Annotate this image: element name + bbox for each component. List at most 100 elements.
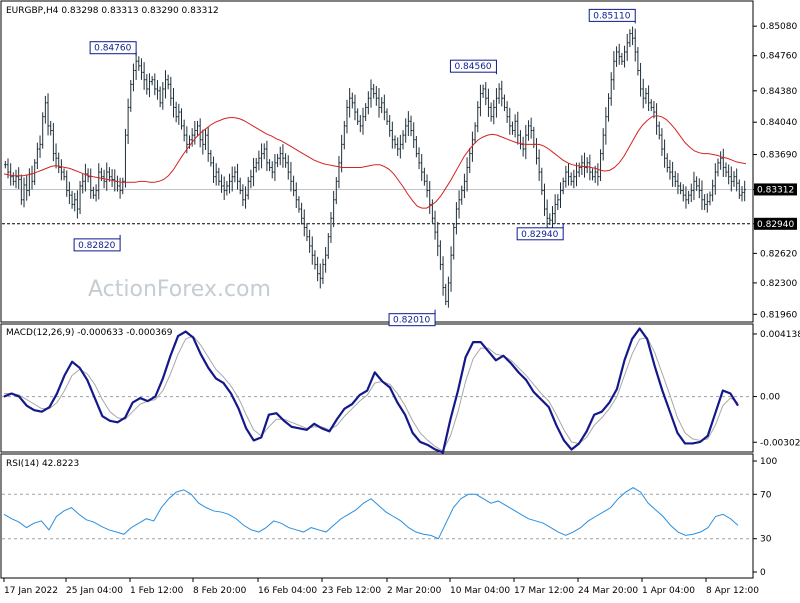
price-bar — [532, 126, 536, 149]
price-bar — [409, 115, 413, 137]
price-bar — [265, 140, 269, 172]
price-bar — [121, 177, 124, 195]
price-bar — [249, 169, 253, 189]
price-bar — [124, 128, 127, 188]
price-bar — [316, 256, 319, 282]
price-bar — [559, 182, 562, 209]
price-bar — [612, 51, 616, 90]
price-bar — [292, 175, 295, 197]
price-bar — [148, 73, 151, 98]
price-bar — [575, 162, 578, 187]
price-annotation-label: 0.82010 — [393, 316, 430, 326]
rsi-title: RSI(14) 42.8223 — [6, 459, 79, 469]
price-bar — [695, 176, 698, 191]
price-bar — [180, 108, 183, 130]
price-bar — [738, 179, 741, 199]
price-y-tick-label: 0.82300 — [760, 279, 797, 289]
price-bar — [375, 86, 378, 106]
price-bar — [231, 166, 234, 192]
price-bar — [319, 263, 322, 289]
price-bar — [529, 117, 533, 139]
price-y-tick-label: 0.81960 — [760, 310, 797, 320]
price-bar — [431, 199, 434, 224]
price-chart-title: EURGBP,H4 0.83298 0.83313 0.83290 0.8331… — [6, 6, 219, 16]
price-bar — [602, 128, 605, 161]
price-bar — [164, 70, 167, 99]
price-annotation: 0.85110 — [588, 8, 636, 24]
price-bar — [489, 102, 493, 122]
price-bar — [281, 144, 285, 168]
price-bar — [241, 184, 245, 207]
price-bar — [348, 88, 351, 118]
price-bar — [652, 101, 656, 119]
price-bar — [17, 167, 20, 189]
price-bar — [449, 246, 453, 292]
price-bar — [404, 118, 407, 143]
price-annotation: 0.84760 — [89, 41, 137, 56]
price-bar — [22, 177, 26, 208]
price-bar — [57, 152, 60, 174]
price-bar — [716, 158, 720, 177]
price-bar — [447, 276, 450, 308]
price-bar — [423, 167, 426, 186]
price-bar — [273, 153, 277, 181]
price-bar — [569, 172, 573, 186]
rsi-y-tick-label: 30 — [760, 535, 772, 545]
price-bar — [28, 168, 31, 197]
moving-average-line — [3, 115, 747, 209]
price-annotation-label: 0.82820 — [78, 241, 115, 251]
rsi-y-tick-label: 70 — [760, 490, 772, 500]
price-bar — [540, 167, 544, 195]
price-bar — [68, 181, 71, 205]
macd-title: MACD(12,26,9) -0.000633 -0.000369 — [6, 328, 173, 338]
price-bar — [177, 103, 181, 125]
price-bar — [73, 192, 76, 212]
price-bar — [730, 166, 733, 192]
price-bar — [204, 129, 207, 151]
price-bar — [372, 83, 375, 99]
price-bar — [671, 161, 674, 187]
price-bar — [158, 86, 162, 108]
price-layer: 0.85080 0.84760 0.84380 0.84040 0.83690 0.833… — [2, 8, 797, 327]
support-price-value: 0.82940 — [757, 220, 794, 230]
price-bar — [295, 182, 298, 209]
price-bar — [460, 185, 463, 205]
price-y-tick-label: 0.84040 — [760, 118, 797, 128]
price-bar — [36, 142, 39, 170]
price-bar — [553, 194, 557, 224]
macd-y-tick-label: -0.00302 — [760, 438, 800, 448]
price-bar — [244, 186, 247, 209]
price-annotation-label: 0.84560 — [454, 62, 491, 72]
price-bar — [33, 159, 36, 186]
price-bar — [415, 136, 418, 158]
price-bar — [658, 121, 661, 140]
price-bar — [38, 135, 42, 158]
price-bar — [305, 223, 309, 242]
price-bar — [543, 183, 546, 216]
price-bar — [388, 115, 391, 137]
support-price-label: 0.82940 — [754, 217, 797, 230]
price-bar — [711, 179, 714, 202]
price-bar — [324, 246, 327, 273]
price-bar — [303, 209, 306, 237]
price-bar — [626, 33, 629, 61]
price-bar — [623, 45, 626, 68]
price-bar — [369, 79, 373, 108]
price-bar — [153, 73, 157, 96]
price-bar — [567, 163, 570, 186]
time-tick-label: 16 Feb 04:00 — [258, 586, 317, 596]
price-bar — [636, 47, 640, 76]
price-bar — [642, 78, 645, 109]
price-bar — [84, 163, 87, 192]
price-bar — [706, 193, 709, 213]
price-bar — [497, 83, 501, 104]
price-bar — [166, 74, 170, 90]
price-bar — [356, 108, 359, 125]
price-bar — [276, 153, 279, 168]
price-bar — [690, 183, 693, 203]
price-bar — [663, 139, 666, 168]
price-bar — [377, 88, 381, 118]
price-bar — [134, 51, 138, 81]
price-bar — [604, 107, 608, 145]
price-bar — [174, 101, 178, 123]
